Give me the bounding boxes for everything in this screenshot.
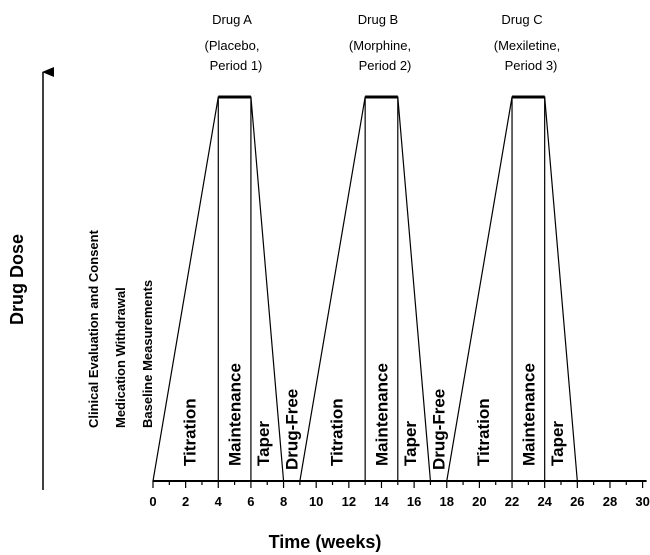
x-axis-title: Time (weeks) [269,532,382,552]
drug-a-substance: (Placebo, [205,38,260,53]
titration-label: Titration [474,398,493,466]
taper-label: Taper [548,421,567,466]
x-axis: 0 2 4 6 8 10 12 14 16 18 20 22 24 26 28 30 [149,480,650,509]
drug-c-name: Drug C [501,12,542,27]
drug-b-period: Period 2) [359,58,412,73]
drug-a-period: Period 1) [210,58,263,73]
y-axis-title: Drug Dose [7,234,27,325]
titration-label: Titration [180,398,199,466]
x-tick-label: 18 [440,494,454,509]
maintenance-label: Maintenance [226,363,245,466]
maintenance-label: Maintenance [519,363,538,466]
drug-a-name: Drug A [212,12,252,27]
x-tick-label: 30 [635,494,649,509]
x-tick-label: 20 [472,494,486,509]
drug-c-substance: (Mexiletine, [494,38,560,53]
x-tick-label: 28 [603,494,617,509]
drug-free-label: Drug-Free [430,389,449,470]
titration-label: Titration [327,398,346,466]
x-tick-label: 16 [407,494,421,509]
maintenance-label: Maintenance [372,363,391,466]
baseline-measurements-label: Baseline Measurements [140,280,155,428]
medication-withdrawal-label: Medication Withdrawal [113,287,128,428]
x-tick-label: 12 [342,494,356,509]
dosing-periods: Titration Maintenance Taper Titration Mainte… [152,95,578,482]
x-tick-label: 24 [537,494,552,509]
x-tick-label: 0 [149,494,156,509]
x-tick-label: 6 [247,494,254,509]
taper-label: Taper [254,421,273,466]
taper-label: Taper [401,421,420,466]
x-tick-label: 14 [374,494,389,509]
drug-b-name: Drug B [358,12,398,27]
drug-free-label: Drug-Free [283,389,302,470]
x-tick-label: 10 [309,494,323,509]
drug-c-period: Period 3) [505,58,558,73]
drug-a-header: Drug A (Placebo, Period 1) [205,12,263,73]
clinical-evaluation-label: Clinical Evaluation and Consent [86,229,101,428]
x-tick-label: 26 [570,494,584,509]
x-tick-label: 8 [280,494,287,509]
drug-b-header: Drug B (Morphine, Period 2) [349,12,411,73]
drug-b-substance: (Morphine, [349,38,411,53]
drug-c-header: Drug C (Mexiletine, Period 3) [494,12,560,73]
x-tick-label: 4 [215,494,223,509]
x-tick-label: 22 [505,494,519,509]
x-tick-label: 2 [182,494,189,509]
